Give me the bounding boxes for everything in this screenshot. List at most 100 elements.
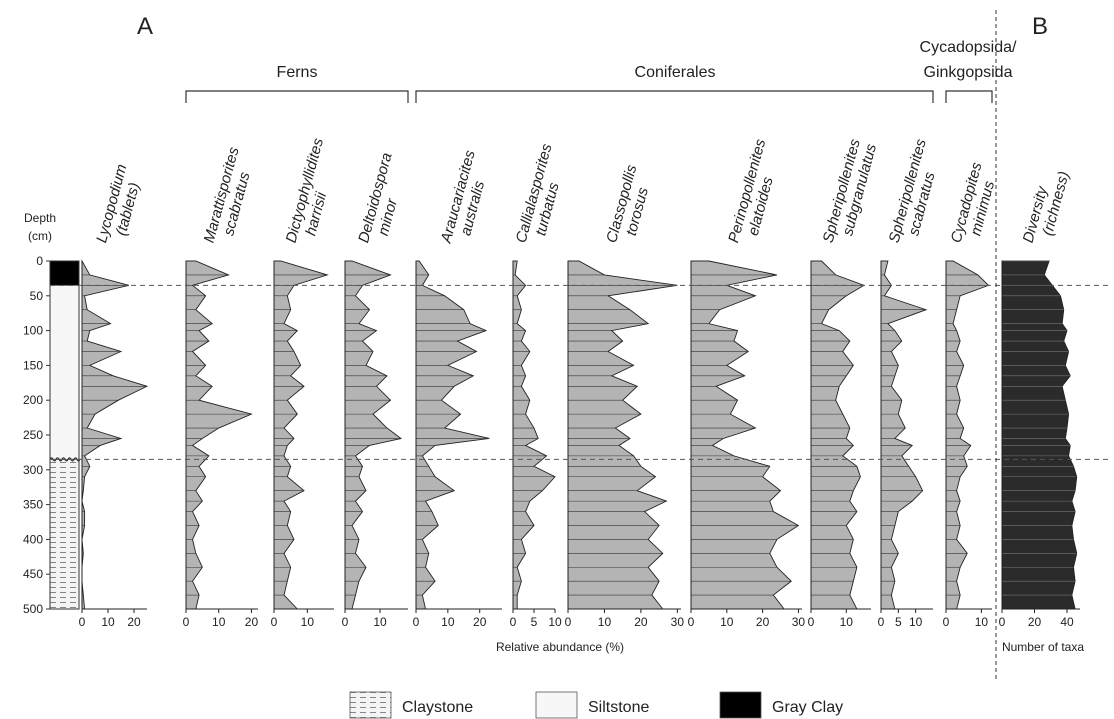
x-tick-label: 10 bbox=[212, 615, 226, 629]
legend-swatch-claystone bbox=[349, 691, 392, 719]
x-tick-label: 10 bbox=[301, 615, 315, 629]
depth-tick-label: 450 bbox=[23, 567, 43, 581]
legend-label-claystone: Claystone bbox=[402, 699, 473, 716]
x-tick-label: 5 bbox=[531, 615, 538, 629]
depth-tick-label: 150 bbox=[23, 358, 43, 372]
x-tick-label: 10 bbox=[101, 615, 115, 629]
depth-tick-label: 350 bbox=[23, 498, 43, 512]
x-tick-label: 10 bbox=[441, 615, 455, 629]
x-tick-label: 0 bbox=[271, 615, 278, 629]
curve-panel: 0 10 20 Lycopodium(tablets) bbox=[79, 162, 149, 629]
depth-tick-label: 100 bbox=[23, 324, 43, 338]
panel-letter-b: B bbox=[1032, 13, 1048, 40]
taxon-label: Lycopodium(tablets) bbox=[93, 162, 143, 244]
diversity-area bbox=[1001, 260, 1078, 610]
x-tick-label: 0 bbox=[999, 615, 1006, 629]
legend-label-siltstone: Siltstone bbox=[588, 699, 649, 716]
abundance-area bbox=[945, 260, 990, 610]
legend-label-gray-clay: Gray Clay bbox=[772, 699, 843, 716]
x-tick-label: 0 bbox=[510, 615, 517, 629]
x-tick-label: 0 bbox=[943, 615, 950, 629]
coniferales-bracket bbox=[415, 90, 934, 103]
x-tick-label: 0 bbox=[808, 615, 815, 629]
group-coniferales: Coniferales bbox=[635, 64, 716, 81]
lithology-gray-clay bbox=[49, 260, 80, 286]
abundance-area bbox=[512, 260, 556, 610]
depth-tick-label: 250 bbox=[23, 428, 43, 442]
depth-tick-label: 500 bbox=[23, 602, 43, 616]
abundance-area bbox=[880, 260, 928, 610]
x-tick-label: 20 bbox=[756, 615, 770, 629]
curve-panel: 0 20 40 Diversity(richness) bbox=[999, 169, 1080, 629]
cycadopsida-bracket bbox=[945, 90, 993, 103]
x-tick-label: 10 bbox=[909, 615, 923, 629]
panel-letter-a: A bbox=[137, 13, 153, 40]
abundance-area bbox=[81, 259, 149, 610]
group-ferns: Ferns bbox=[277, 64, 318, 81]
group-cycadopsida: Cycadopsida/ bbox=[920, 39, 1018, 56]
x-tick-label: 30 bbox=[792, 615, 806, 629]
legend-swatch-siltstone bbox=[535, 691, 578, 719]
group-ginkgopsida: Ginkgopsida bbox=[924, 64, 1013, 81]
taxon-label: Diversity(richness) bbox=[1020, 169, 1073, 244]
x-tick-label: 0 bbox=[878, 615, 885, 629]
depth-tick-label: 300 bbox=[23, 463, 43, 477]
x-tick-label: 10 bbox=[975, 615, 989, 629]
abundance-area bbox=[344, 260, 403, 610]
x-tick-label: 0 bbox=[565, 615, 572, 629]
x-axis-title: Relative abundance (%) bbox=[496, 640, 624, 654]
x-tick-label: 10 bbox=[548, 615, 562, 629]
ferns-bracket bbox=[185, 90, 409, 103]
abundance-area bbox=[567, 260, 678, 610]
lithology-siltstone bbox=[49, 284, 80, 460]
abundance-area bbox=[810, 260, 865, 610]
abundance-area bbox=[415, 260, 490, 610]
depth-tick-label: 50 bbox=[30, 289, 44, 303]
depth-tick-label: 200 bbox=[23, 393, 43, 407]
x-tick-label: 20 bbox=[473, 615, 487, 629]
depth-title: Depth bbox=[24, 211, 56, 225]
x-tick-label: 10 bbox=[373, 615, 387, 629]
depth-unit: (cm) bbox=[28, 229, 52, 243]
x-tick-label: 10 bbox=[720, 615, 734, 629]
x-tick-label: 0 bbox=[688, 615, 695, 629]
diversity-axis-title: Number of taxa bbox=[1002, 640, 1084, 654]
x-tick-label: 5 bbox=[895, 615, 902, 629]
x-tick-label: 20 bbox=[634, 615, 648, 629]
x-tick-label: 20 bbox=[245, 615, 259, 629]
x-tick-label: 30 bbox=[671, 615, 685, 629]
unconformity-line bbox=[49, 457, 81, 462]
x-tick-label: 10 bbox=[840, 615, 854, 629]
depth-tick-label: 400 bbox=[23, 532, 43, 546]
x-tick-label: 0 bbox=[413, 615, 420, 629]
lithology-claystone bbox=[49, 458, 80, 610]
x-tick-label: 0 bbox=[342, 615, 349, 629]
x-tick-label: 20 bbox=[1028, 615, 1042, 629]
x-tick-label: 40 bbox=[1060, 615, 1074, 629]
depth-tick-label: 0 bbox=[36, 254, 43, 268]
x-tick-label: 0 bbox=[183, 615, 190, 629]
abundance-area bbox=[690, 260, 800, 610]
abundance-area bbox=[273, 260, 329, 610]
